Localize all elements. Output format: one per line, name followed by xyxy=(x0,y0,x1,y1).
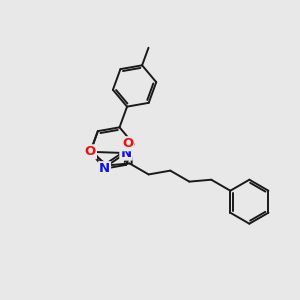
Text: O: O xyxy=(85,145,96,158)
Text: N: N xyxy=(120,147,131,160)
Text: O: O xyxy=(122,137,134,150)
Text: N: N xyxy=(99,162,110,175)
